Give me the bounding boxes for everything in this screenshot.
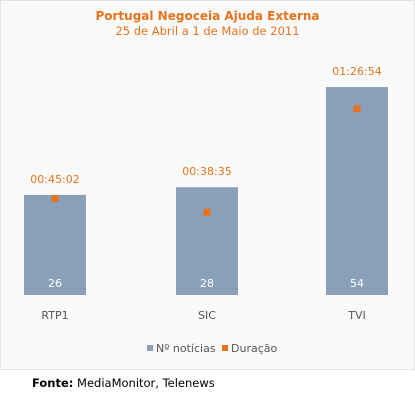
chart-title: Portugal Negoceia Ajuda Externa (95, 9, 320, 23)
duration-label: 00:38:35 (182, 165, 231, 178)
legend-swatch-noticias (147, 345, 153, 351)
legend-label-duracao: Duração (231, 342, 277, 355)
chart-plot: 26 00:45:02 RTP1 28 00:38:35 SIC 54 01:26:54 TVI… (24, 65, 388, 355)
duration-marker (353, 105, 361, 113)
legend-label-noticias: Nº notícias (156, 342, 216, 355)
source-text: MediaMonitor, Telenews (77, 376, 215, 390)
duration-label: 01:26:54 (332, 65, 381, 78)
bar-value-label: 54 (350, 277, 364, 290)
x-tick-label: SIC (198, 309, 216, 322)
bar-value-label: 28 (200, 277, 214, 290)
x-tick-label: TVI (347, 309, 366, 322)
duration-marker (51, 195, 59, 203)
bar-rtp1 (24, 194, 86, 295)
source-label: Fonte: (32, 376, 74, 390)
legend-swatch-duracao (222, 345, 228, 351)
bar-value-label: 26 (48, 277, 62, 290)
duration-marker (203, 208, 211, 216)
bar-tvi (326, 87, 388, 295)
source-note: Fonte: MediaMonitor, Telenews (32, 376, 215, 390)
chart-subtitle: 25 de Abril a 1 de Maio de 2011 (115, 24, 300, 38)
x-tick-label: RTP1 (41, 309, 68, 322)
duration-label: 00:45:02 (30, 173, 79, 186)
bar-sic (176, 187, 238, 295)
